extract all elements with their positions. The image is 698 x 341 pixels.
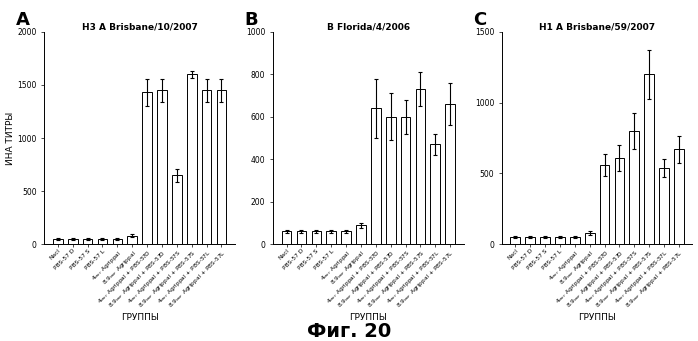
X-axis label: ГРУППЫ: ГРУППЫ — [350, 313, 387, 322]
Bar — [142, 92, 152, 244]
Text: A: A — [16, 11, 29, 29]
Text: Фиг. 20: Фиг. 20 — [307, 322, 391, 341]
Bar — [327, 232, 336, 244]
Bar — [674, 149, 684, 244]
Bar — [98, 239, 107, 244]
Bar — [112, 239, 122, 244]
Title: H1 A Brisbane/59/2007: H1 A Brisbane/59/2007 — [539, 22, 655, 31]
Bar — [371, 108, 380, 244]
Bar — [157, 90, 167, 244]
Bar — [415, 89, 425, 244]
Bar — [615, 158, 624, 244]
Bar — [297, 232, 306, 244]
Bar — [644, 74, 654, 244]
Text: C: C — [473, 11, 487, 29]
Bar — [216, 90, 226, 244]
X-axis label: ГРУППЫ: ГРУППЫ — [121, 313, 158, 322]
Bar — [202, 90, 211, 244]
Bar — [445, 104, 455, 244]
Bar — [510, 237, 520, 244]
Bar — [127, 236, 137, 244]
Title: B Florida/4/2006: B Florida/4/2006 — [327, 22, 410, 31]
Bar — [401, 117, 410, 244]
Bar — [53, 239, 63, 244]
Bar — [282, 232, 292, 244]
Bar — [68, 239, 77, 244]
Bar — [585, 233, 595, 244]
Bar — [311, 232, 321, 244]
Bar — [187, 74, 197, 244]
Bar — [570, 237, 579, 244]
Title: H3 A Brisbane/10/2007: H3 A Brisbane/10/2007 — [82, 22, 198, 31]
X-axis label: ГРУППЫ: ГРУППЫ — [578, 313, 616, 322]
Bar — [555, 237, 565, 244]
Bar — [83, 239, 92, 244]
Y-axis label: ИНА ТИТРЫ: ИНА ТИТРЫ — [6, 112, 15, 165]
Bar — [630, 131, 639, 244]
Bar — [341, 232, 351, 244]
Bar — [356, 225, 366, 244]
Bar — [659, 168, 669, 244]
Text: B: B — [244, 11, 258, 29]
Bar — [600, 165, 609, 244]
Bar — [172, 175, 181, 244]
Bar — [386, 117, 396, 244]
Bar — [540, 237, 550, 244]
Bar — [431, 144, 440, 244]
Bar — [526, 237, 535, 244]
